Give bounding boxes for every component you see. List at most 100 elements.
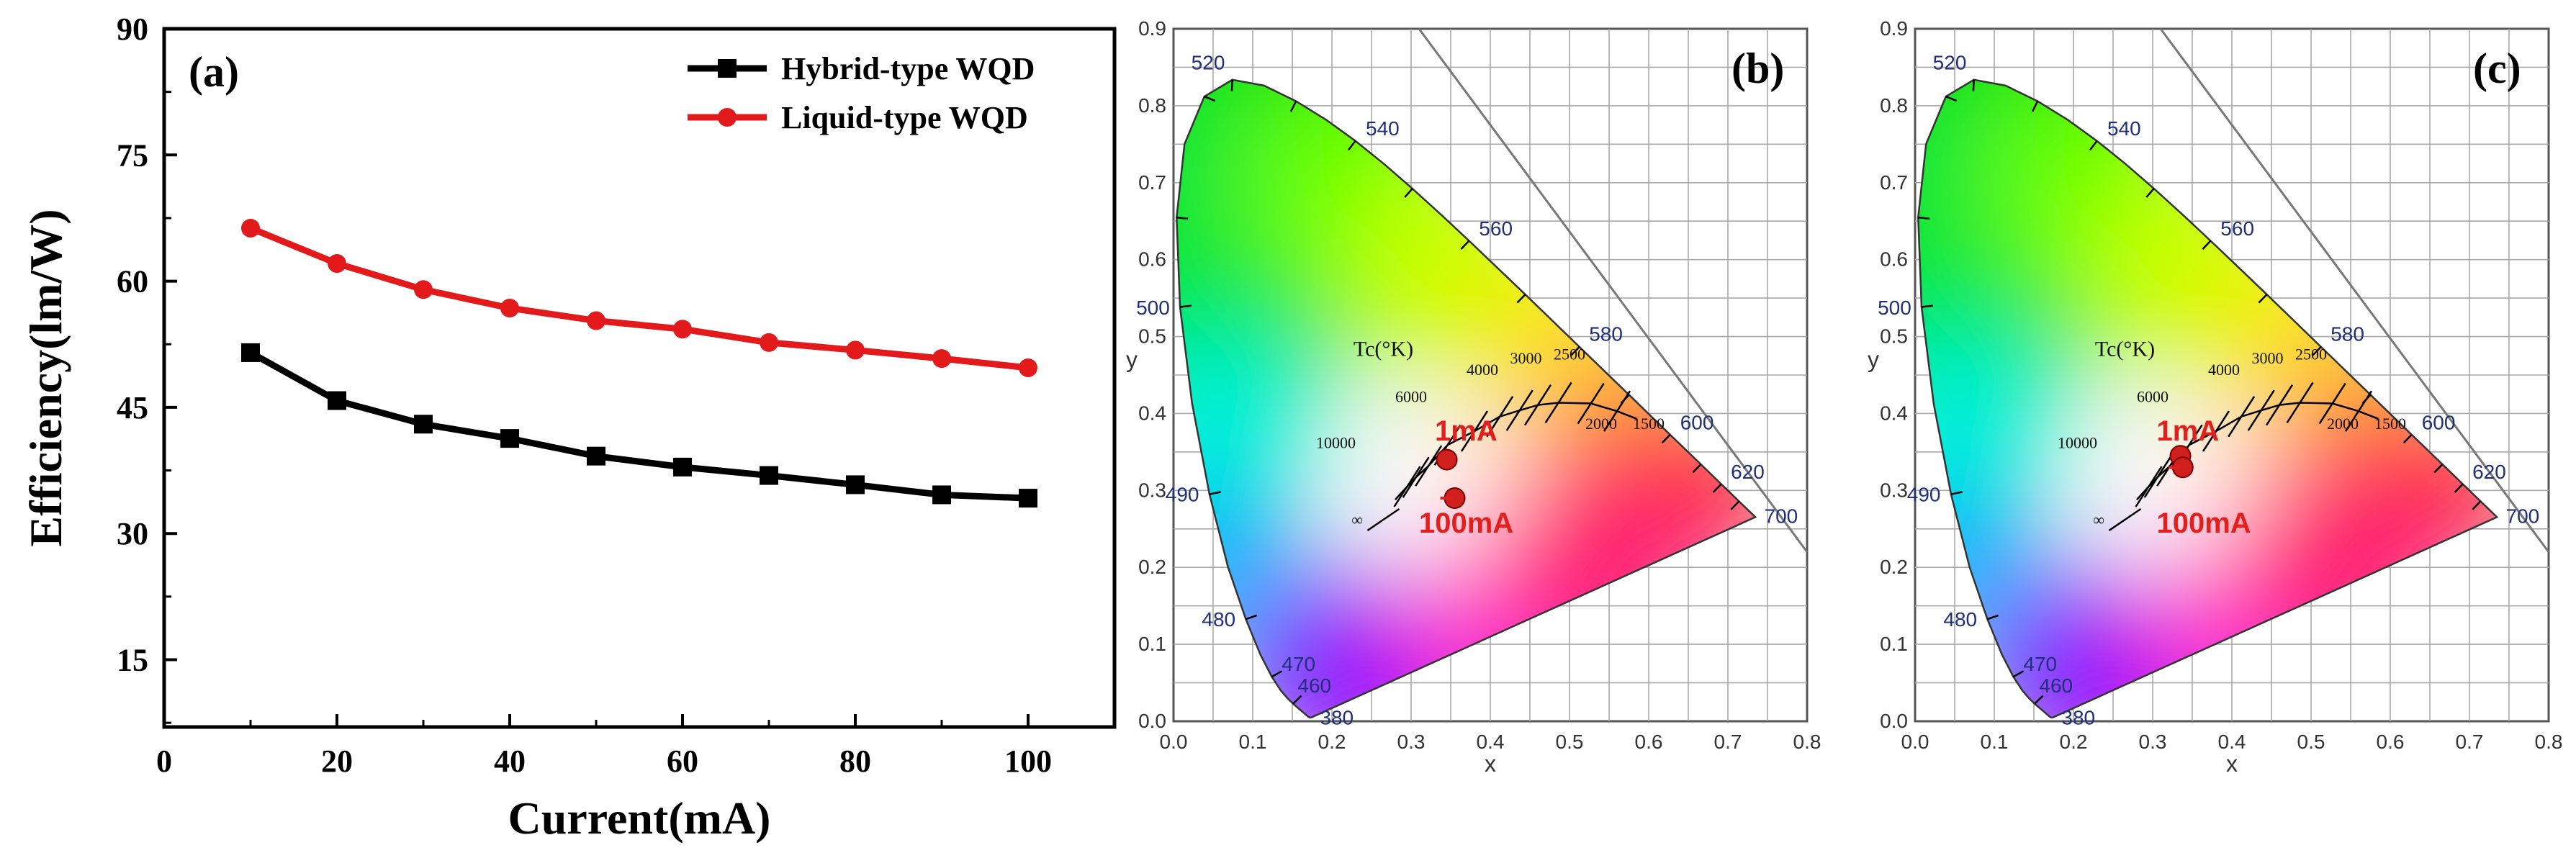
y-tick-label: 30 <box>117 516 148 551</box>
x-tick-label: 0.0 <box>1160 731 1188 753</box>
panel-label: (c) <box>2473 45 2521 92</box>
wavelength-label: 380 <box>1320 707 1354 729</box>
data-point-liquid <box>846 340 865 360</box>
x-tick-label: 0.2 <box>1318 731 1346 753</box>
data-point-hybrid <box>932 485 951 505</box>
series-line-liquid <box>249 225 1029 371</box>
panel-label: (a) <box>189 48 239 96</box>
locus-tick <box>1246 614 1257 620</box>
x-tick-label: 80 <box>839 744 871 779</box>
plot-frame <box>162 27 1117 729</box>
x-axis-label: x <box>2226 751 2238 777</box>
legend-label: Hybrid-type WQD <box>781 51 1035 86</box>
x-tick-label: 0.2 <box>2060 731 2088 753</box>
wavelength-label: 490 <box>1166 484 1199 506</box>
y-tick-label: 0.3 <box>1880 479 1908 501</box>
x-plus-y-line <box>1418 28 1809 553</box>
series-line-hybrid <box>248 350 1029 502</box>
x-tick-label: 0 <box>156 744 172 779</box>
y-tick-label: 0.6 <box>1880 248 1908 271</box>
locus-tick <box>1404 188 1413 198</box>
locus-tick <box>2089 140 2098 151</box>
wavelength-label: 700 <box>1765 505 1798 528</box>
spectral-locus <box>1917 78 2499 719</box>
annotation-100ma: 100mA <box>2157 507 2251 539</box>
y-tick-label: 0.7 <box>1138 171 1166 194</box>
isotherm-line <box>2344 390 2373 432</box>
y-tick-label: 0.6 <box>1138 248 1166 271</box>
isotherm-line <box>2318 382 2346 425</box>
x-axis-label: Current(mA) <box>508 792 771 844</box>
locus-tick <box>1460 240 1470 250</box>
locus-tick <box>1950 491 1963 495</box>
y-tick-label: 0.8 <box>1138 94 1166 117</box>
cct-label: ∞ <box>1351 510 1363 528</box>
y-tick-label: 0.4 <box>1880 402 1908 424</box>
x-tick-label: 0.4 <box>2218 731 2246 753</box>
locus-tick <box>1730 500 1740 510</box>
x-tick-label: 0.5 <box>1556 731 1584 753</box>
isotherm-line <box>1402 456 1430 498</box>
locus-tick <box>2258 294 2268 304</box>
y-tick-label: 60 <box>117 264 148 299</box>
data-point-liquid <box>241 218 260 238</box>
wavelength-label: 540 <box>2107 117 2141 140</box>
wavelength-label: 560 <box>1479 217 1513 240</box>
x-tick-label: 0.1 <box>1981 731 2009 753</box>
panel-label: (b) <box>1731 45 1784 92</box>
wavelength-label: 500 <box>1136 297 1170 319</box>
x-tick-label: 0.8 <box>1793 731 1821 753</box>
data-point-hybrid <box>414 415 433 434</box>
cct-label: 4000 <box>2208 361 2240 379</box>
locus-tick <box>2472 500 2482 510</box>
wavelength-label: 480 <box>1202 608 1235 631</box>
x-tick-label: 40 <box>494 744 526 779</box>
isotherm-line <box>2247 389 2275 431</box>
locus-tick <box>1921 304 1934 308</box>
wavelength-label: 480 <box>1943 608 1977 631</box>
isotherm-line <box>1603 390 1631 432</box>
x-tick-label: 0.8 <box>2535 731 2563 753</box>
wavelength-label: 470 <box>2023 653 2057 675</box>
wavelength-label: 540 <box>1366 117 1400 140</box>
data-point-hybrid <box>1019 489 1037 508</box>
data-point-liquid <box>500 299 519 317</box>
y-tick-label: 0.1 <box>1880 633 1908 655</box>
cct-label: 1500 <box>2374 415 2406 433</box>
locus-tick <box>1230 79 1233 91</box>
wavelength-label: 600 <box>2422 411 2456 433</box>
data-point-hybrid <box>846 475 865 495</box>
spectral-locus <box>1176 78 1757 719</box>
locus-tick <box>1945 95 1958 102</box>
wavelength-label: 580 <box>1589 322 1623 345</box>
isotherm-line <box>1577 382 1605 425</box>
isotherm-line <box>2228 396 2256 438</box>
isotherm-line <box>2202 410 2230 452</box>
gamut-blob <box>2161 412 2271 523</box>
locus-tick <box>2012 670 2025 678</box>
cct-label: Tc(°K) <box>2095 337 2155 361</box>
infinity-isotherm <box>1366 507 1400 531</box>
data-point-hybrid <box>760 466 778 485</box>
locus-tick <box>1179 304 1192 308</box>
locus-tick <box>1292 695 1302 705</box>
locus-tick <box>1692 464 1702 474</box>
gamut-blob <box>1176 333 1332 556</box>
cct-label: 10000 <box>1316 434 1356 452</box>
y-tick-label: 0.5 <box>1880 325 1908 348</box>
x-tick-label: 0.3 <box>1397 731 1426 753</box>
x-tick-label: 20 <box>321 744 353 779</box>
y-tick-label: 0.0 <box>1138 710 1166 732</box>
locus-tick <box>1204 95 1216 102</box>
isotherm-line <box>2286 381 2314 424</box>
y-tick-label: 0.4 <box>1138 402 1166 424</box>
cct-label: 2500 <box>2295 346 2327 363</box>
cct-label: 3000 <box>2252 349 2284 367</box>
panel-a-efficiency-chart: 0 20 40 60 80 100 15 30 45 60 75 90 Current(mA) Effic… <box>20 12 1117 844</box>
locus-tick <box>2433 464 2444 474</box>
wavelength-label: 520 <box>1933 52 1967 74</box>
x-tick-label: 0.4 <box>1477 731 1505 753</box>
isotherm-line <box>1460 410 1489 452</box>
